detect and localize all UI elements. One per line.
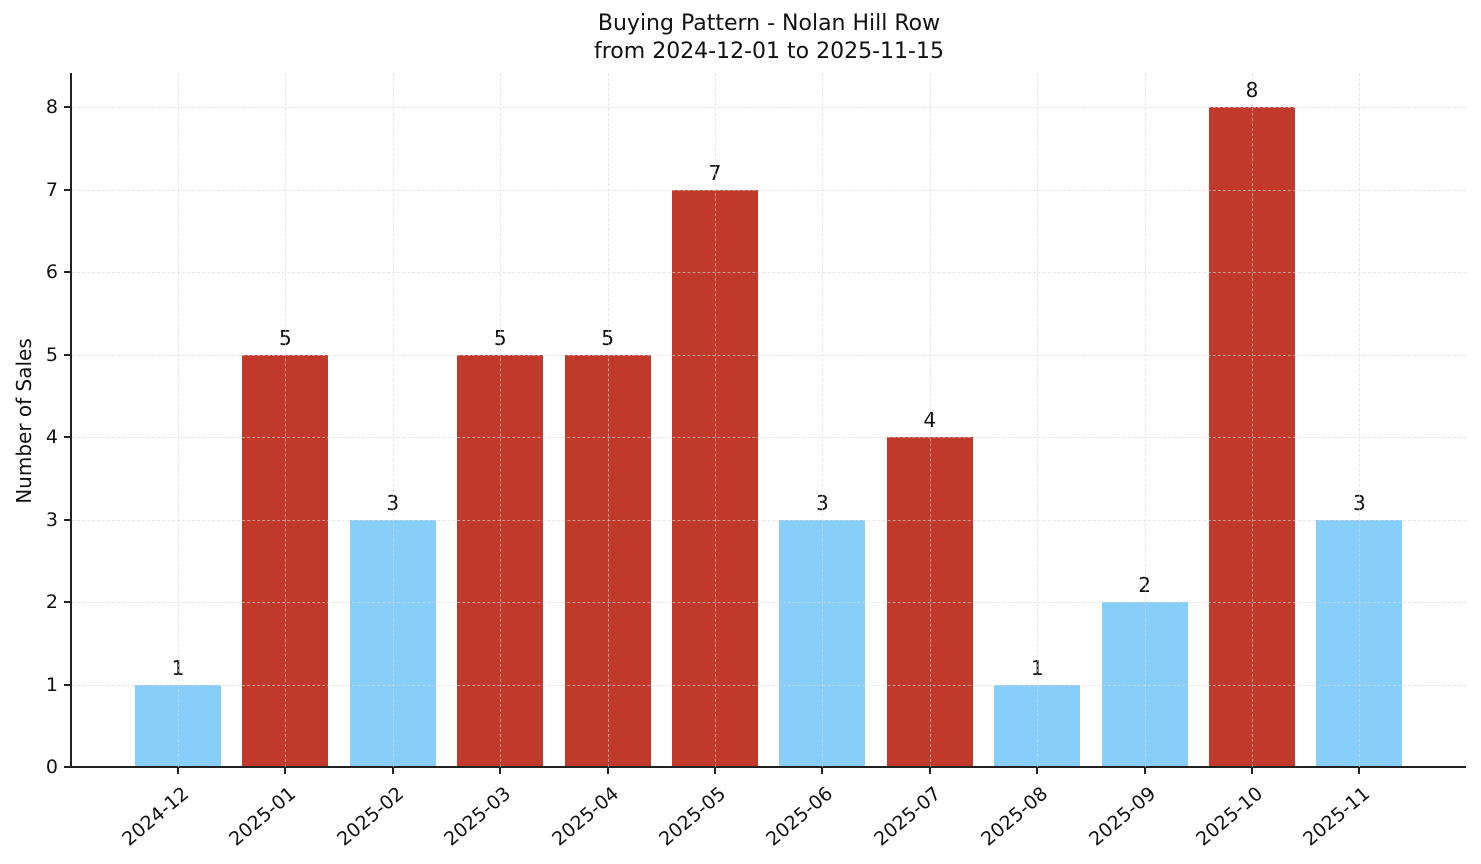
- y-tick: [64, 353, 70, 356]
- x-tick: [391, 768, 394, 774]
- x-tick: [284, 768, 287, 774]
- h-gridline: [72, 684, 1466, 686]
- y-tick: [64, 106, 70, 108]
- v-gridline: [285, 73, 287, 767]
- x-tick-label: 2025-01: [225, 782, 301, 851]
- x-tick-label: 2025-10: [1192, 782, 1268, 851]
- h-gridline: [72, 189, 1466, 191]
- x-tick-label: 2025-07: [869, 782, 945, 851]
- bar-value-label: 3: [1353, 490, 1366, 515]
- x-tick-label: 2025-03: [440, 782, 516, 851]
- x-tick: [606, 768, 609, 774]
- y-tick-label: 1: [45, 673, 58, 696]
- v-gridline: [1252, 73, 1253, 767]
- y-tick: [64, 766, 70, 768]
- y-tick: [64, 436, 70, 438]
- bar-value-label: 5: [493, 325, 507, 350]
- bar-value-label: 3: [386, 490, 400, 515]
- y-tick-label: 3: [45, 508, 58, 531]
- x-tick: [1251, 768, 1253, 774]
- x-tick: [714, 768, 716, 774]
- x-tick: [499, 768, 502, 774]
- x-tick: [1143, 768, 1146, 774]
- y-tick-label: 0: [45, 756, 58, 778]
- y-tick-label: 5: [45, 343, 58, 366]
- bar-value-label: 5: [279, 325, 292, 350]
- chart-title-block: Buying Pattern - Nolan Hill Row from 202…: [0, 10, 1481, 66]
- h-gridline: [72, 602, 1466, 603]
- v-gridline: [500, 73, 502, 767]
- y-tick-label: 4: [45, 426, 58, 448]
- v-gridline: [1144, 73, 1146, 767]
- x-tick-label: 2025-11: [1299, 782, 1375, 851]
- h-gridline: [72, 107, 1466, 108]
- y-tick-label: 6: [45, 261, 58, 283]
- x-tick: [1358, 768, 1361, 774]
- h-gridline: [72, 519, 1466, 521]
- v-gridline: [1037, 73, 1039, 767]
- x-tick-label: 2024-12: [118, 782, 194, 851]
- x-tick-label: 2025-05: [655, 782, 731, 851]
- chart-title: Buying Pattern - Nolan Hill Row: [597, 11, 941, 36]
- y-axis-line: [70, 73, 72, 768]
- y-tick: [64, 683, 70, 686]
- y-tick-label: 8: [45, 96, 58, 118]
- v-gridline: [929, 73, 931, 767]
- v-gridline: [1359, 73, 1361, 767]
- bar-value-label: 1: [1030, 655, 1044, 680]
- x-tick: [177, 768, 179, 774]
- x-tick-label: 2025-04: [547, 782, 623, 851]
- bar-value-label: 5: [601, 325, 614, 350]
- y-tick: [64, 518, 70, 521]
- h-gridline: [72, 354, 1466, 356]
- bar-value-label: 1: [171, 655, 185, 680]
- x-tick-label: 2025-09: [1084, 782, 1160, 851]
- bar-value-label: 2: [1138, 573, 1151, 597]
- v-gridline: [822, 73, 824, 767]
- chart-subtitle: from 2024-12-01 to 2025-11-15: [594, 39, 944, 64]
- v-gridline: [392, 73, 394, 767]
- h-gridline: [72, 437, 1466, 438]
- v-gridline: [178, 73, 179, 767]
- bar-value-label: 8: [1245, 78, 1259, 102]
- x-tick: [1036, 768, 1039, 774]
- bar-value-label: 7: [708, 160, 722, 185]
- y-tick: [64, 188, 70, 191]
- y-tick-label: 2: [45, 591, 58, 613]
- x-tick: [928, 768, 931, 774]
- y-tick: [64, 601, 70, 603]
- x-axis-line: [70, 766, 1466, 768]
- x-tick-label: 2025-08: [977, 782, 1053, 851]
- v-gridline: [607, 73, 609, 767]
- bar-value-label: 4: [923, 408, 937, 432]
- bar-value-label: 3: [816, 490, 829, 515]
- x-tick-label: 2025-06: [762, 782, 838, 851]
- x-tick: [821, 768, 824, 774]
- h-gridline: [72, 272, 1466, 273]
- y-tick-label: 7: [45, 178, 58, 201]
- x-tick-label: 2025-02: [332, 782, 408, 851]
- v-gridline: [715, 73, 716, 767]
- y-tick: [64, 271, 70, 273]
